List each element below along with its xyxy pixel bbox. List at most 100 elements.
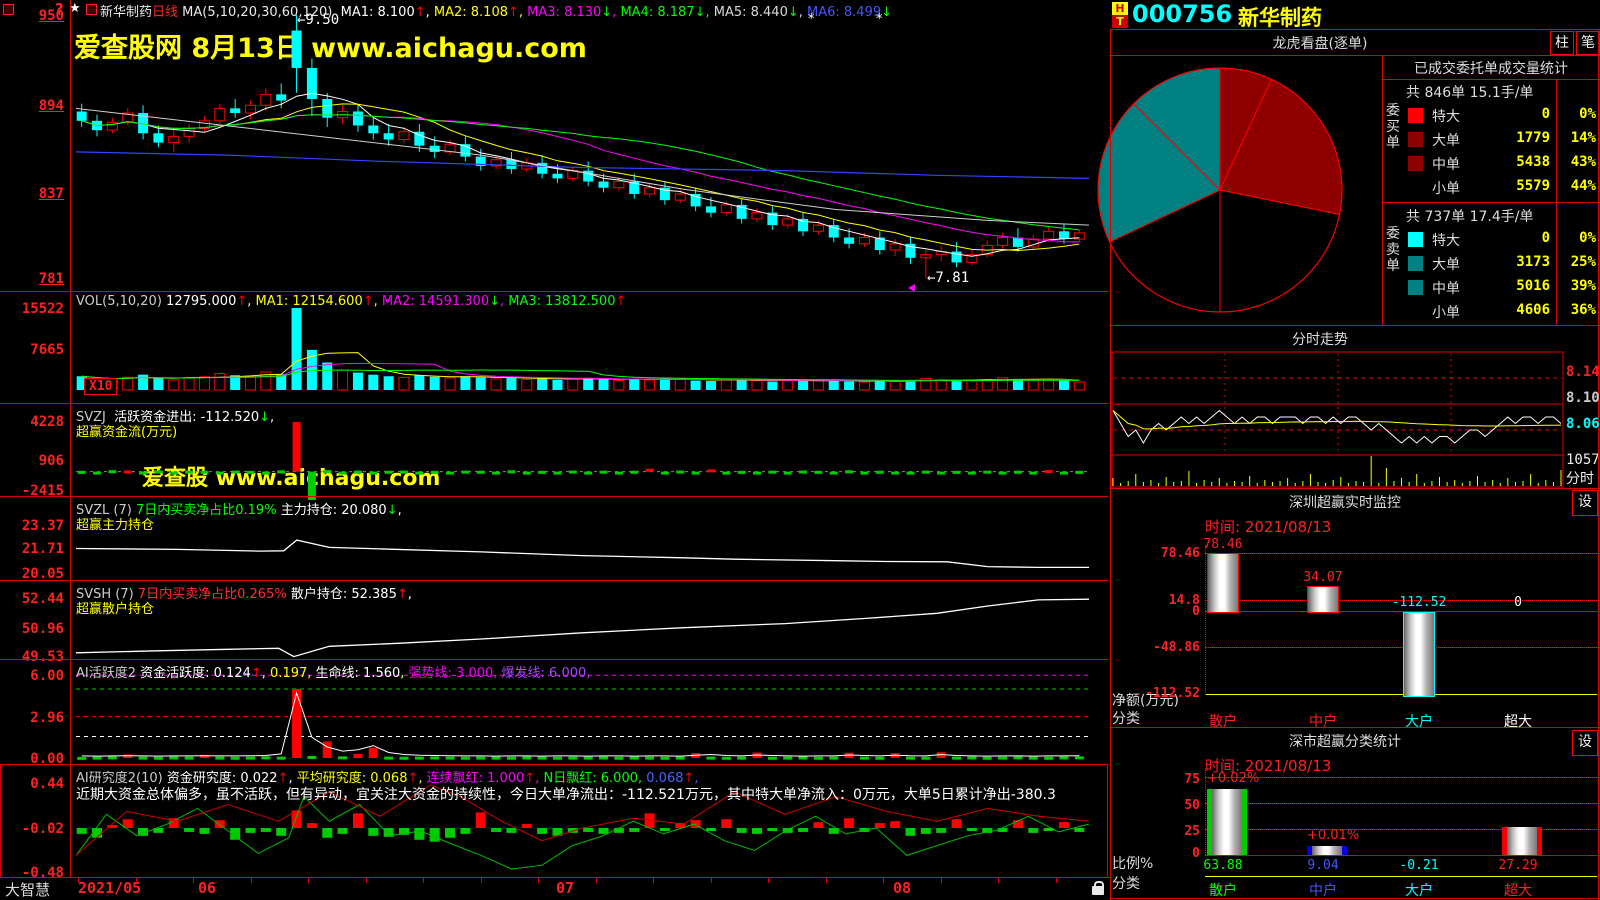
stats-settings-button[interactable]: 设 (1572, 730, 1598, 756)
monitor-axis-label: 0 (1192, 604, 1200, 619)
text-segment: , (288, 771, 297, 786)
text-segment: MA1: 12154.600 (255, 294, 363, 309)
row-value: 5579 (1516, 178, 1550, 194)
svzj-fundflow-chart[interactable] (72, 404, 1108, 500)
marker-triangle-icon (908, 284, 915, 292)
ai-activity-chart[interactable] (72, 660, 1108, 765)
alarm-icon[interactable] (86, 4, 97, 15)
row-label: 小单 (1432, 305, 1460, 321)
row-value: 5438 (1516, 154, 1550, 170)
stats-class-label: 分类 (1112, 876, 1140, 892)
high-price-annotation: ←9.50 (297, 12, 340, 28)
row-label: 特大 (1432, 109, 1460, 125)
gridline (1205, 600, 1597, 602)
text-segment: , (798, 5, 808, 20)
row-percent: 14% (1570, 130, 1596, 146)
row-label: 大单 (1432, 133, 1460, 149)
fenshi-axis-label: 分时 (1566, 471, 1594, 487)
row-percent: 43% (1570, 154, 1596, 170)
date-label[interactable]: 06 (198, 879, 217, 897)
text-segment: 7日内买卖净占比0.265% (137, 587, 287, 602)
text-segment: , (373, 294, 382, 309)
row-value: 5016 (1516, 278, 1550, 294)
row-percent: 25% (1570, 254, 1596, 270)
row-percent: 0% (1579, 106, 1596, 122)
tick-mark (998, 877, 999, 883)
row-percent: 0% (1579, 230, 1596, 246)
monitor-bar-value: 34.07 (1303, 569, 1343, 585)
text-segment: 散户持仓: 52.385 (286, 587, 397, 602)
stats-title: 深市超赢分类统计 (1289, 734, 1401, 750)
svzj-sublabel: 超赢资金流(万元) (76, 425, 178, 440)
volume-chart[interactable] (72, 292, 1108, 403)
stats-bar[interactable] (1207, 788, 1247, 855)
axis-label: 21.71 (21, 541, 64, 557)
monitor-bar[interactable] (1307, 585, 1339, 613)
axis-label: 50.96 (21, 621, 64, 637)
pen-mode-button[interactable]: 笔 (1576, 31, 1600, 55)
text-segment: ↓ (386, 503, 398, 518)
text-segment: ↑ (508, 5, 519, 20)
tick-mark (940, 877, 942, 883)
monitor-title: 深圳超赢实时监控 (1289, 495, 1401, 511)
date-label[interactable]: 2021/05 (78, 879, 142, 897)
monitor-bar[interactable] (1403, 612, 1435, 698)
text-segment: SVSH (7) (76, 587, 138, 602)
text-segment: 强势线: 3.000, (408, 666, 502, 681)
longhu-title: 龙虎看盘(逐单) (1272, 36, 1368, 52)
favorite-star-icon[interactable]: ★ (69, 1, 81, 16)
row-value: 0 (1541, 106, 1550, 122)
svzl-mainforce-chart[interactable] (72, 497, 1108, 581)
split-marker-icon: * (808, 12, 815, 27)
monitor-bar-value: -112.52 (1391, 595, 1447, 610)
text-segment: VOL(5,10,20) (76, 294, 167, 309)
text-segment: 活跃资金进出: -112.520 (114, 410, 260, 425)
stats-axis-label: 25 (1184, 824, 1200, 839)
text-segment: 7日内买卖净占比0.19% (135, 503, 277, 518)
intraday-chart[interactable] (1111, 351, 1564, 488)
logo-badge-bottom: T (1112, 15, 1128, 28)
date-label[interactable]: 08 (893, 879, 912, 897)
ai-activity-legend: AI活跃度2 资金活跃度: 0.124↑, 0.197, 生命线: 1.560,… (76, 662, 590, 681)
monitor-category-label: 中户 (1309, 714, 1337, 730)
row-label: 特大 (1432, 233, 1460, 249)
text-segment: , (418, 771, 427, 786)
lock-icon[interactable] (1092, 881, 1104, 895)
monitor-settings-button[interactable]: 设 (1572, 490, 1598, 516)
svsh-sublabel: 超赢散户持仓 (76, 602, 155, 617)
date-label[interactable]: 07 (556, 879, 575, 897)
candlestick-chart[interactable] (72, 0, 1108, 291)
text-segment: SVZJ (76, 410, 115, 425)
column-mode-button[interactable]: 柱 (1550, 31, 1574, 55)
text-segment: MA(5,10,20,30,60,120) (178, 5, 341, 20)
legend-swatch (1408, 108, 1423, 123)
stats-time-label: 时间: 2021/08/13 (1205, 757, 1332, 775)
stats-axis-label: 0 (1192, 846, 1200, 861)
stats-bar[interactable] (1307, 845, 1347, 855)
watermark-text: 爱查股网 8月13日 www.aichagu.com (74, 33, 587, 64)
zero-line (1205, 855, 1597, 856)
svsh-retail-chart[interactable] (72, 581, 1108, 660)
svzl-sublabel: 超赢主力持仓 (76, 518, 155, 533)
text-segment: MA3: 13812.500 (508, 294, 616, 309)
help-icon[interactable]: ? (55, 0, 64, 18)
axis-label: 7665 (30, 342, 64, 358)
ai-research-legend: AI研究度2(10) 资金研究度: 0.022↑, 平均研究度: 0.068↑,… (76, 767, 699, 786)
buy-side-label: 委买单 (1386, 103, 1400, 151)
axis-label: 894 (38, 98, 64, 114)
alert-icon[interactable] (3, 4, 14, 15)
monitor-bar[interactable] (1207, 552, 1239, 613)
tick-mark (193, 877, 194, 883)
gridline (1205, 647, 1597, 649)
stats-bar-value: 27.29 (1498, 858, 1538, 873)
zero-line (1205, 611, 1597, 612)
text-segment: N日飘红: 6.000, (543, 771, 647, 786)
row-value: 4606 (1516, 302, 1550, 318)
order-pie-chart[interactable] (1096, 56, 1346, 326)
table-summary: 共 846单 15.1手/单 (1406, 85, 1534, 101)
y-axis (1205, 768, 1206, 855)
stats-bar[interactable] (1502, 826, 1542, 855)
fenshi-vol-scale: 1057 (1566, 452, 1600, 468)
svzl-legend: SVZL (7) 7日内买卖净占比0.19% 主力持仓: 20.080↓, (76, 499, 402, 518)
ai-research-chart[interactable] (72, 765, 1108, 877)
